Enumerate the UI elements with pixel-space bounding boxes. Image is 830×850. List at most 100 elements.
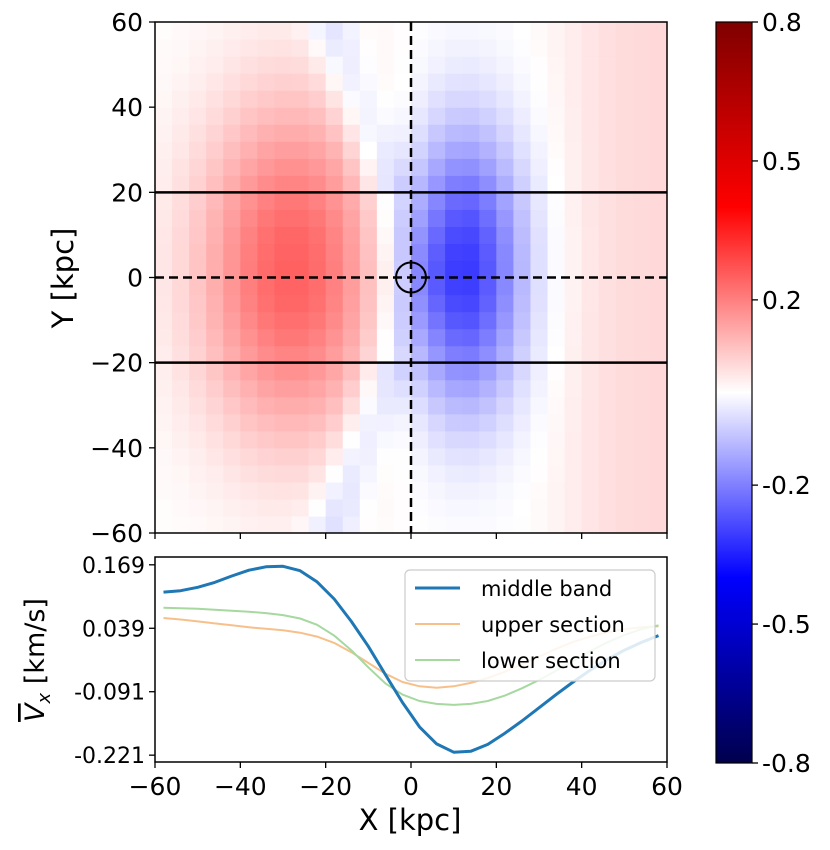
- heatmap-cell: [530, 345, 549, 364]
- heatmap-cell: [155, 124, 173, 142]
- heatmap-cell: [342, 260, 361, 279]
- heatmap-cell: [240, 464, 258, 483]
- heatmap-cell: [274, 396, 293, 415]
- heatmap-cell: [240, 345, 258, 364]
- heatmap-cell: [155, 192, 173, 210]
- heatmap-cell: [393, 430, 412, 449]
- heatmap-cell: [581, 464, 600, 483]
- heatmap-cell: [274, 515, 293, 533]
- heatmap-cell: [257, 22, 276, 40]
- heatmap-cell: [615, 73, 634, 91]
- heatmap-cell: [393, 515, 412, 533]
- heatmap-cell: [257, 294, 276, 313]
- heatmap-cell: [206, 413, 224, 432]
- heatmap-cell: [172, 447, 190, 466]
- heatmap-cell: [428, 56, 446, 74]
- heatmap-cell: [445, 481, 463, 500]
- heatmap-cell: [649, 226, 667, 245]
- heatmap-cell: [462, 141, 480, 159]
- heatmap-cell: [445, 464, 463, 483]
- heatmap-cell: [172, 141, 190, 159]
- heatmap-cell: [428, 464, 446, 483]
- heatmap-cell: [547, 22, 566, 40]
- heatmap-cell: [581, 141, 600, 159]
- heatmap-cell: [376, 39, 395, 57]
- heatmap-cell: [274, 481, 293, 500]
- heatmap-cell: [615, 481, 634, 500]
- heatmap-cell: [325, 413, 344, 432]
- heatmap-cell: [615, 192, 634, 210]
- heatmap-cell: [445, 362, 463, 381]
- heatmap-cell: [240, 277, 258, 296]
- heatmap-cell: [530, 413, 549, 432]
- heatmap-cell: [445, 209, 463, 227]
- heatmap-cell: [411, 345, 429, 364]
- heatmap-cell: [206, 124, 224, 142]
- heatmap-cell: [649, 311, 667, 330]
- heatmap-cell: [393, 39, 412, 57]
- heatmap-cell: [189, 447, 207, 466]
- heatmap-cell: [581, 515, 600, 533]
- heatmap-cell: [342, 22, 361, 40]
- heatmap-cell: [479, 158, 497, 176]
- heatmap-cell: [257, 39, 276, 57]
- heatmap-cell: [274, 498, 293, 517]
- heatmap-cell: [274, 260, 293, 279]
- heatmap-cell: [342, 56, 361, 74]
- heatmap-cell: [155, 158, 173, 176]
- heatmap-cell: [206, 328, 224, 347]
- heatmap-cell: [547, 107, 566, 125]
- heatmap-cell: [530, 124, 549, 142]
- heatmap-cell: [189, 430, 207, 449]
- heatmap-cell: [530, 90, 549, 108]
- heatmap-cell: [155, 515, 173, 533]
- heatmap-cell: [445, 90, 463, 108]
- heatmap-cell: [342, 73, 361, 91]
- heatmap-overlays: [155, 22, 667, 533]
- heatmap-cell: [308, 396, 327, 415]
- heatmap-cell: [547, 481, 566, 500]
- line-x-tick-label: 40: [566, 772, 598, 801]
- heatmap-cell: [308, 107, 327, 125]
- heatmap-cell: [496, 362, 514, 381]
- heatmap-cell: [189, 379, 207, 398]
- heatmap-cell: [445, 192, 463, 210]
- heatmap-cell: [291, 294, 310, 313]
- heatmap-cell: [393, 209, 412, 227]
- heatmap-cell: [581, 481, 600, 500]
- heatmap-cell: [411, 141, 429, 159]
- heatmap-cell: [598, 362, 617, 381]
- heatmap-cell: [240, 481, 258, 500]
- heatmap-cell: [359, 107, 378, 125]
- heatmap-cell: [479, 90, 497, 108]
- heatmap-cell: [581, 39, 600, 57]
- heatmap-cell: [428, 481, 446, 500]
- heatmap-cell: [581, 396, 600, 415]
- heatmap-cell: [411, 379, 429, 398]
- heatmap-cell: [496, 430, 514, 449]
- heatmap-cell: [411, 498, 429, 517]
- heatmap-cell: [632, 56, 651, 74]
- heatmap-cell: [615, 141, 634, 159]
- heatmap-cell: [649, 498, 667, 517]
- legend: middle band upper section lower section: [404, 569, 656, 682]
- heatmap-cell: [462, 515, 480, 533]
- heatmap-cell: [359, 90, 378, 108]
- heatmap-cell: [564, 430, 583, 449]
- heatmap-cell: [462, 396, 480, 415]
- heatmap-cell: [632, 124, 651, 142]
- heatmap-cell: [632, 158, 651, 176]
- heatmap-cell: [325, 498, 344, 517]
- heatmap-cell: [428, 39, 446, 57]
- heatmap-cell: [359, 243, 378, 262]
- heatmap-cell: [462, 481, 480, 500]
- heatmap-cell: [172, 362, 190, 381]
- heatmap-cell: [530, 311, 549, 330]
- heatmap-cell: [598, 141, 617, 159]
- heatmap-x-ticks: [154, 533, 668, 539]
- heatmap-cell: [308, 90, 327, 108]
- heatmap-cell: [274, 158, 293, 176]
- line-y-label-main: V: [20, 701, 51, 722]
- heatmap-cell: [240, 141, 258, 159]
- heatmap-cell: [598, 192, 617, 210]
